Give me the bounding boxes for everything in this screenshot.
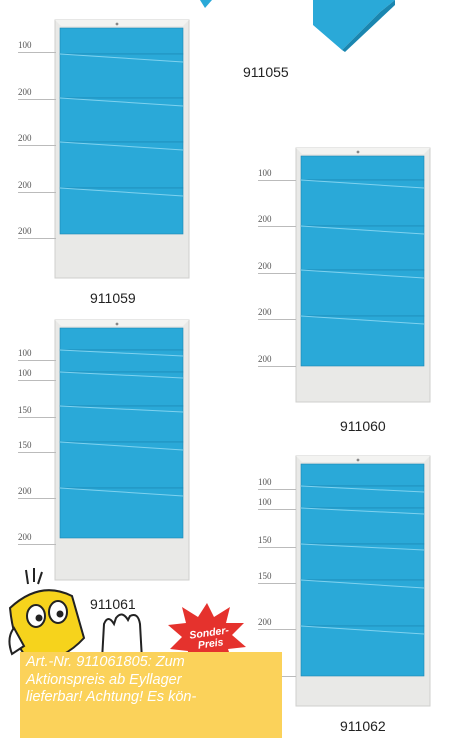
drawer-height: 150 <box>258 571 272 581</box>
drawer-height: 100 <box>258 477 272 487</box>
drawer-height: 200 <box>18 87 32 97</box>
drawer-height: 200 <box>258 214 272 224</box>
drawer-height: 200 <box>18 532 32 542</box>
promo-line-2: Aktionspreis ab Eyllager <box>26 671 182 688</box>
drawer-height: 150 <box>18 440 32 450</box>
cabinet-911061 <box>54 319 190 581</box>
drawer-height: 200 <box>18 486 32 496</box>
promo-line-1: Art.-Nr. 911061805: Zum <box>26 654 185 670</box>
cabinet-911059-label: 911059 <box>90 290 136 306</box>
drawer-height: 200 <box>258 354 272 364</box>
cabinet-911055-label: 911055 <box>243 64 289 80</box>
promo-notice: Art.-Nr. 911061805: Zum Aktionspreis ab … <box>20 652 282 738</box>
drawer-height: 100 <box>18 368 32 378</box>
cabinet-911060-label: 911060 <box>340 418 386 434</box>
cabinet-911059 <box>54 19 190 279</box>
mascot-icon <box>8 568 144 662</box>
drawer-height: 200 <box>258 307 272 317</box>
cabinet-911062-label: 911062 <box>340 718 386 734</box>
drawer-height: 100 <box>18 40 32 50</box>
drawer-height: 200 <box>258 261 272 271</box>
cabinet-911061-label: 911061 <box>90 596 136 612</box>
drawer-height: 200 <box>18 226 32 236</box>
drawer-height: 200 <box>18 133 32 143</box>
cabinet-911062 <box>295 455 431 707</box>
promo-line-3: lieferbar! Achtung! Es kön- <box>26 689 197 705</box>
drawer-height: 100 <box>18 348 32 358</box>
drawer-height: 200 <box>258 617 272 627</box>
drawer-height: 200 <box>18 180 32 190</box>
drawer-height: 150 <box>18 405 32 415</box>
cabinet-911060 <box>295 147 431 403</box>
drawer-height: 100 <box>258 168 272 178</box>
cabinet-911055-fragment <box>200 0 395 52</box>
drawer-height: 150 <box>258 535 272 545</box>
drawer-height: 100 <box>258 497 272 507</box>
